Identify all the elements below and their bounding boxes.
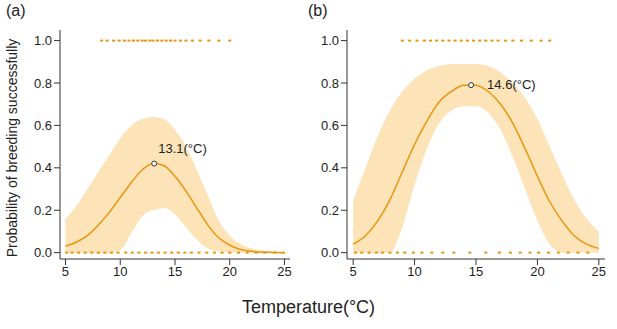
svg-text:25: 25 <box>592 264 606 279</box>
svg-text:25: 25 <box>277 264 291 279</box>
svg-text:15: 15 <box>168 264 182 279</box>
svg-text:0.6: 0.6 <box>34 118 52 133</box>
svg-text:13.1(°C): 13.1(°C) <box>158 141 207 156</box>
svg-text:0.0: 0.0 <box>34 245 52 260</box>
svg-text:1.0: 1.0 <box>321 33 339 48</box>
svg-text:0.8: 0.8 <box>321 76 339 91</box>
svg-text:10: 10 <box>407 264 421 279</box>
svg-text:5: 5 <box>62 264 69 279</box>
html-text:(b): (b) <box>308 2 328 19</box>
html-text:Temperature(°C): Temperature(°C) <box>241 297 376 317</box>
svg-text:0.0: 0.0 <box>321 245 339 260</box>
svg-text:0.2: 0.2 <box>321 203 339 218</box>
svg-text:14.6(°C): 14.6(°C) <box>487 77 536 92</box>
svg-text:1.0: 1.0 <box>34 33 52 48</box>
svg-text:0.6: 0.6 <box>321 118 339 133</box>
svg-text:0.8: 0.8 <box>34 76 52 91</box>
html-text:(a): (a) <box>6 2 26 19</box>
svg-text:20: 20 <box>223 264 237 279</box>
svg-text:5: 5 <box>350 264 357 279</box>
svg-text:15: 15 <box>469 264 483 279</box>
svg-text:0.2: 0.2 <box>34 203 52 218</box>
svg-text:0.4: 0.4 <box>34 160 52 175</box>
svg-text:0.4: 0.4 <box>321 160 339 175</box>
html-text:Probability of breeding succes: Probability of breeding successfully <box>4 38 20 258</box>
svg-text:20: 20 <box>530 264 544 279</box>
svg-text:10: 10 <box>113 264 127 279</box>
